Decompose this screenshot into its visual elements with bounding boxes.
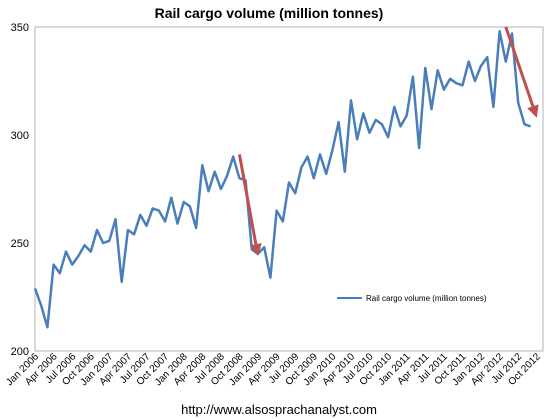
series-layer xyxy=(33,30,532,329)
footer-url: http://www.alsosprachanalyst.com xyxy=(181,402,377,417)
trend-arrow-head xyxy=(527,104,539,118)
y-tick-label: 250 xyxy=(11,238,29,250)
y-axis: 200 250 300 350 xyxy=(11,22,29,358)
y-tick-label: 350 xyxy=(11,22,29,34)
trend-arrow-shaft xyxy=(237,154,258,245)
plot-area xyxy=(34,26,544,352)
annotation-layer xyxy=(237,26,539,256)
legend-label: Rail cargo volume (million tonnes) xyxy=(366,294,487,303)
trend-arrow-head xyxy=(249,243,262,256)
series-line xyxy=(33,30,532,329)
y-tick-label: 200 xyxy=(11,346,29,358)
legend: Rail cargo volume (million tonnes) xyxy=(337,294,487,303)
trend-arrow-shaft xyxy=(504,26,535,107)
chart-title: Rail cargo volume (million tonnes) xyxy=(155,5,384,21)
y-tick-label: 300 xyxy=(11,130,29,142)
